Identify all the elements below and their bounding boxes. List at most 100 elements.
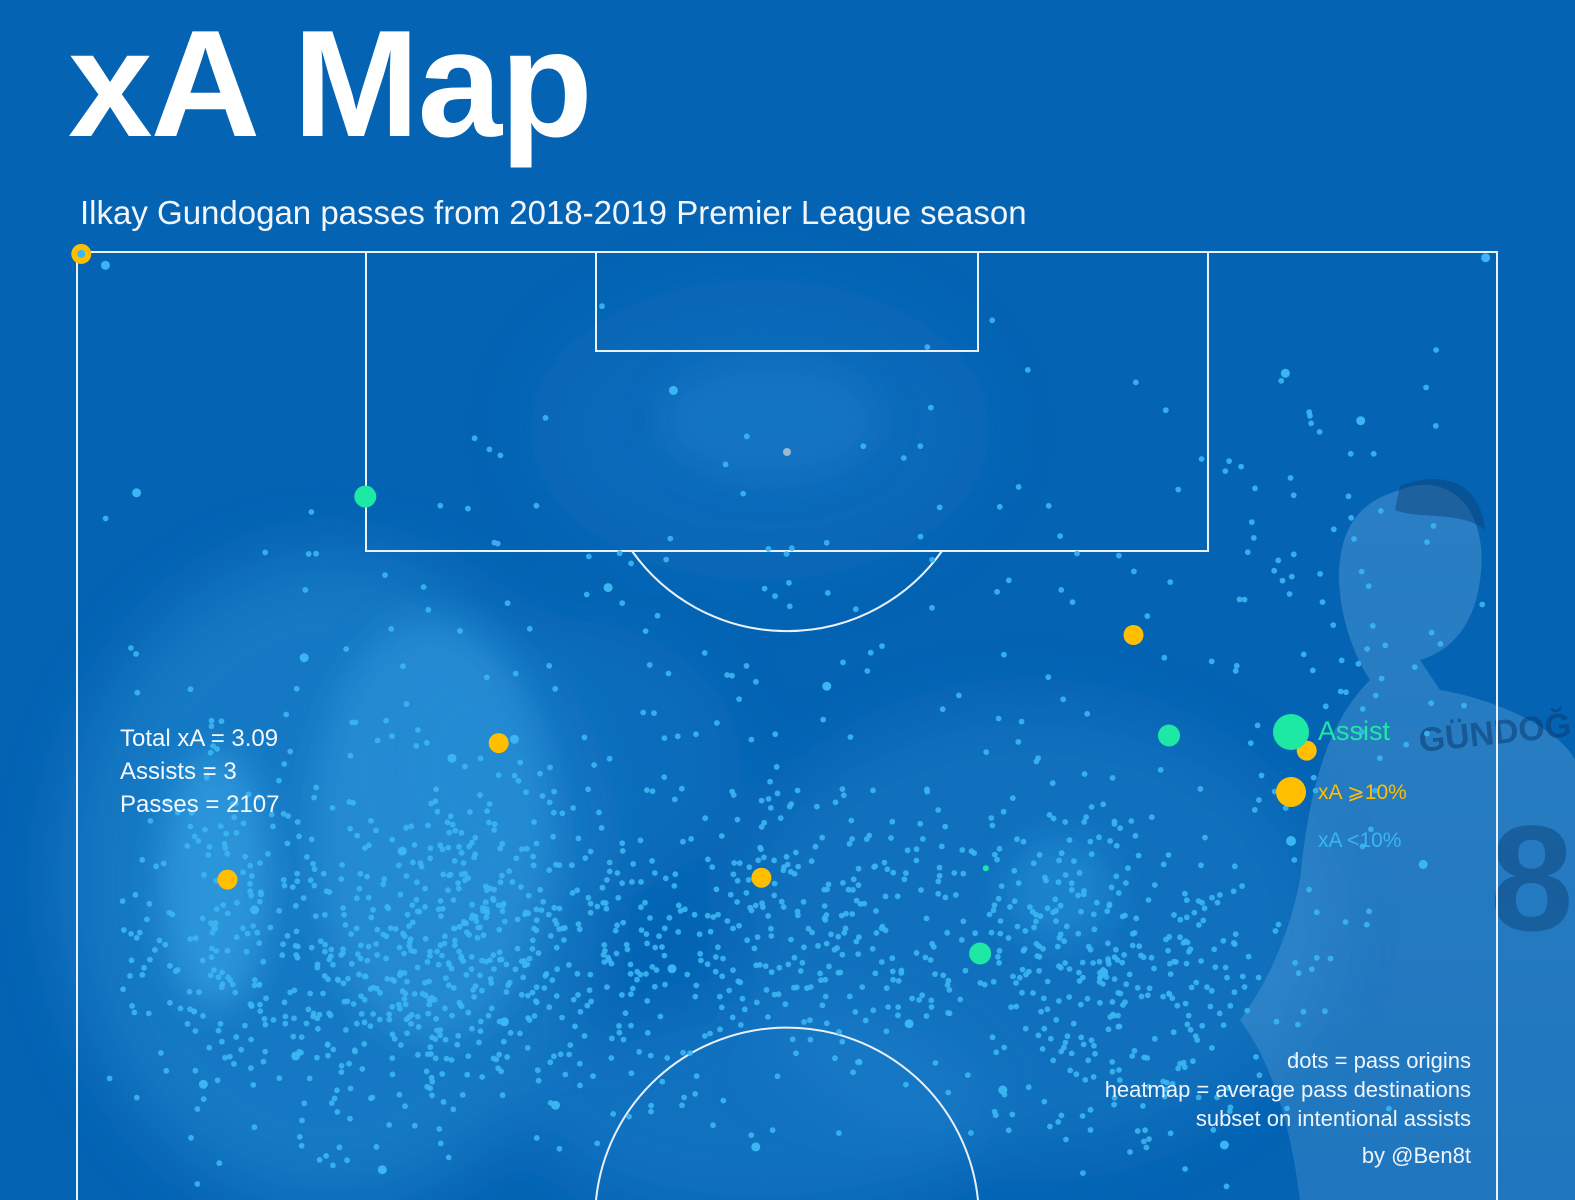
pass-origin-dot [534,1067,541,1074]
pass-origin-dot [326,889,333,895]
pass-origin-dot [662,981,668,988]
pass-origin-dot [233,934,240,941]
pass-origin-dot [500,1038,507,1045]
pass-origin-dot [990,978,997,985]
pass-origin-dot [373,827,379,834]
high-xa-dot [751,867,772,888]
pass-origin-dot [1461,702,1467,709]
pass-origin-dot [483,914,490,921]
pass-origin-dot [745,877,752,883]
pass-origin-dot [511,772,518,779]
pass-origin-dot [317,938,324,944]
pass-origin-dot [487,957,493,964]
pass-origin-dot [504,1054,511,1060]
pass-origin-dot [1015,880,1022,886]
pass-origin-dot [952,892,959,898]
pass-origin-dot [1292,959,1298,966]
pass-origin-dot [936,864,943,871]
pass-origin-dot [825,881,832,888]
pass-origin-dot [392,926,399,932]
pass-origin-dot [643,971,649,977]
pass-origin-dot [257,898,263,905]
pass-origin-dot [251,977,258,983]
pass-origin-dot [983,749,990,755]
low-xa-dot [397,846,407,856]
pass-origin-dot [649,964,656,970]
pass-origin-dot [585,786,591,793]
pass-origin-dot [1107,838,1113,844]
pass-origin-dot [734,899,740,905]
pass-origin-dot [873,930,880,936]
pass-origin-dot [839,1038,846,1045]
pass-origin-dot [497,845,504,852]
pass-origin-dot [927,404,934,411]
pass-origin-dot [479,1074,486,1080]
pass-origin-dot [616,1029,623,1036]
pass-origin-dot [362,845,368,851]
pass-origin-dot [675,929,682,935]
pass-origin-dot [186,988,193,995]
pass-origin-dot [540,898,547,905]
pass-origin-dot [517,759,524,766]
pass-origin-dot [1088,1037,1095,1044]
pass-origin-dot [968,848,975,855]
pass-origin-dot [917,820,924,827]
pass-origin-dot [284,932,291,939]
pass-origin-dot [444,819,451,826]
pass-origin-dot [814,803,820,810]
pass-origin-dot [128,930,135,937]
pass-origin-dot [490,952,497,958]
pass-origin-dot [1090,1074,1097,1080]
pass-origin-dot [1092,1050,1098,1057]
pass-origin-dot [455,1032,462,1039]
pass-origin-dot [620,1036,627,1043]
pass-origin-dot [1160,993,1166,1000]
pass-origin-dot [442,975,449,981]
pass-origin-dot [613,950,620,957]
pass-origin-dot [649,858,655,864]
pass-origin-dot [782,1001,789,1008]
pass-origin-dot [1182,1000,1189,1007]
pass-origin-dot [367,1023,374,1029]
pass-origin-dot [533,984,540,991]
pass-origin-dot [1081,819,1088,825]
pass-origin-dot [606,868,613,875]
pass-origin-dot [201,872,207,878]
pass-origin-dot [1209,894,1215,901]
pass-origin-dot [575,992,581,998]
pass-origin-dot [1024,367,1031,373]
pass-origin-dot [234,899,240,906]
pass-origin-dot [1272,928,1279,934]
pass-origin-dot [882,927,889,934]
pass-origin-dot [219,1038,225,1045]
pass-origin-dot [435,906,442,913]
pass-origin-dot [1167,1130,1174,1137]
pass-origin-dot [1047,1123,1053,1130]
pass-origin-dot [647,1052,654,1059]
pass-origin-dot [389,836,396,843]
pass-origin-dot [783,853,790,860]
pass-origin-dot [1068,1050,1075,1057]
pass-origin-dot [1142,1127,1148,1134]
pass-origin-dot [981,981,988,988]
pass-origin-dot [1167,971,1174,977]
pass-origin-dot [328,953,334,960]
pass-origin-dot [1232,668,1239,674]
pass-origin-dot [524,961,531,968]
pass-origin-dot [1193,979,1200,986]
pass-origin-dot [533,1135,540,1141]
pass-origin-dot [1115,1012,1121,1019]
pass-origin-dot [972,930,979,937]
pass-origin-dot [751,945,758,952]
pass-origin-dot [1231,989,1238,996]
low-xa-dot [198,1079,208,1089]
pass-origin-dot [300,895,307,901]
pass-origin-dot [494,540,501,547]
pass-origin-dot [1105,940,1111,947]
pass-origin-dot [295,943,301,950]
centre-circle [595,1026,979,1200]
pass-origin-dot [242,853,249,860]
pass-origin-dot [758,846,764,853]
pass-origin-dot [850,876,857,883]
pass-origin-dot [1231,863,1238,870]
